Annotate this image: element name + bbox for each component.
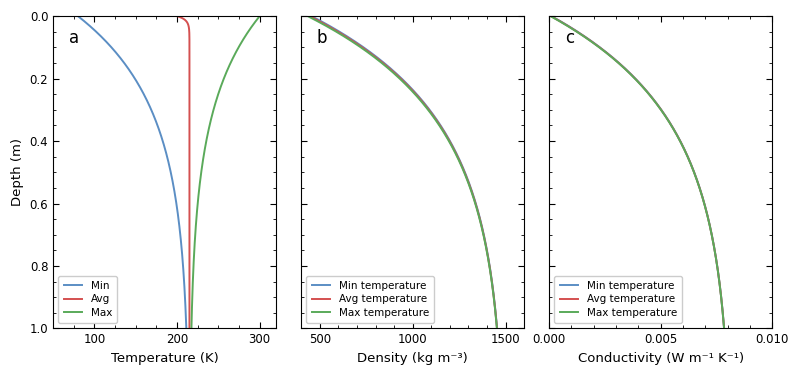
Legend: Min temperature, Avg temperature, Max temperature: Min temperature, Avg temperature, Max te… [554, 276, 682, 323]
X-axis label: Conductivity (W m⁻¹ K⁻¹): Conductivity (W m⁻¹ K⁻¹) [578, 352, 744, 365]
Text: a: a [69, 29, 79, 47]
X-axis label: Temperature (K): Temperature (K) [110, 352, 218, 365]
Legend: Min, Avg, Max: Min, Avg, Max [58, 276, 118, 323]
Y-axis label: Depth (m): Depth (m) [11, 138, 24, 206]
Text: c: c [565, 29, 574, 47]
Text: b: b [317, 29, 327, 47]
Legend: Min temperature, Avg temperature, Max temperature: Min temperature, Avg temperature, Max te… [306, 276, 434, 323]
X-axis label: Density (kg m⁻³): Density (kg m⁻³) [358, 352, 468, 365]
